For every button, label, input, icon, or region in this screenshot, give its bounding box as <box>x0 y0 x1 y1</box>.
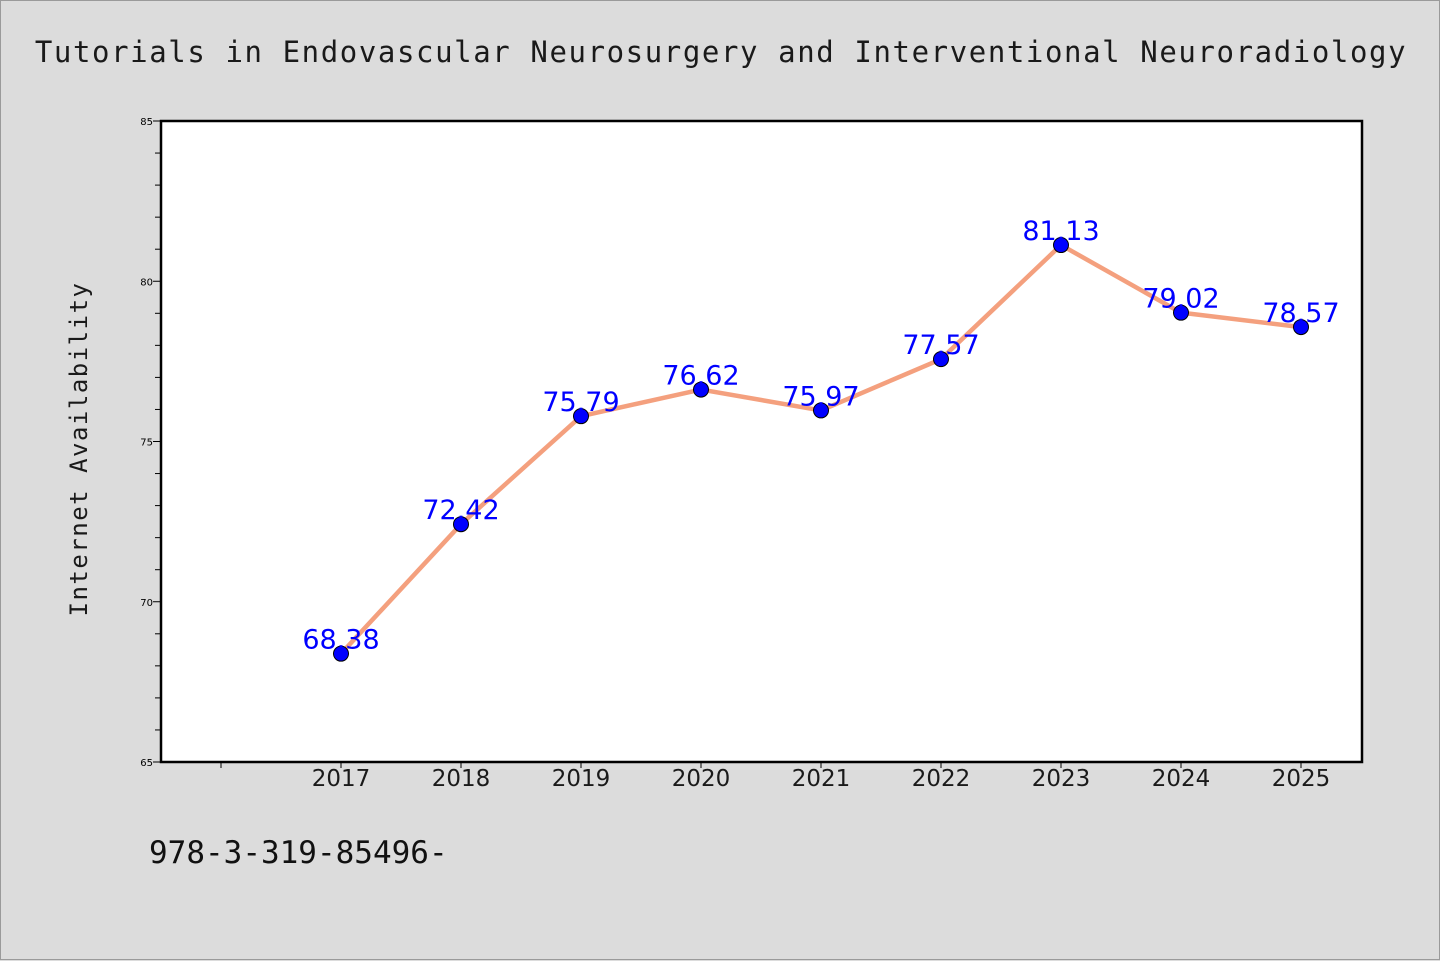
isbn-footnote: 978-3-319-85496- <box>149 835 448 871</box>
y-tick-label: 85 <box>140 117 153 128</box>
data-point <box>1293 319 1309 336</box>
y-tick-label: 70 <box>140 598 153 609</box>
data-point <box>1173 304 1189 321</box>
data-label: 77.57 <box>902 330 979 361</box>
x-tick-label: 2017 <box>312 766 371 792</box>
data-point <box>453 516 469 533</box>
data-label: 78.57 <box>1262 298 1339 329</box>
plot-area <box>159 119 1364 764</box>
data-point <box>813 402 829 419</box>
x-tick-label: 2019 <box>552 766 611 792</box>
data-point <box>933 351 949 368</box>
x-tick-label: 2023 <box>1032 766 1091 792</box>
data-point <box>1053 237 1069 254</box>
data-point <box>573 408 589 425</box>
y-tick-label: 65 <box>140 758 153 769</box>
x-tick-label: 2020 <box>672 766 731 792</box>
data-label: 75.79 <box>542 387 619 418</box>
x-tick-label: 2024 <box>1152 766 1211 792</box>
y-axis-label: Internet Availability <box>65 282 93 617</box>
data-label: 79.02 <box>1142 284 1219 315</box>
data-label: 76.62 <box>662 361 739 392</box>
y-tick-label: 75 <box>140 438 153 449</box>
x-tick-label: 2022 <box>912 766 971 792</box>
x-tick-label: 2025 <box>1272 766 1331 792</box>
x-tick-label: 2021 <box>792 766 851 792</box>
data-label: 75.97 <box>782 381 859 412</box>
x-tick-label: 2018 <box>432 766 491 792</box>
data-point <box>693 381 709 398</box>
data-label: 72.42 <box>422 495 499 526</box>
y-tick-label: 80 <box>140 277 153 288</box>
data-label: 68.38 <box>302 625 379 656</box>
chart-title: Tutorials in Endovascular Neurosurgery a… <box>34 35 1408 69</box>
data-label: 81.13 <box>1022 216 1099 247</box>
data-point <box>333 645 349 662</box>
